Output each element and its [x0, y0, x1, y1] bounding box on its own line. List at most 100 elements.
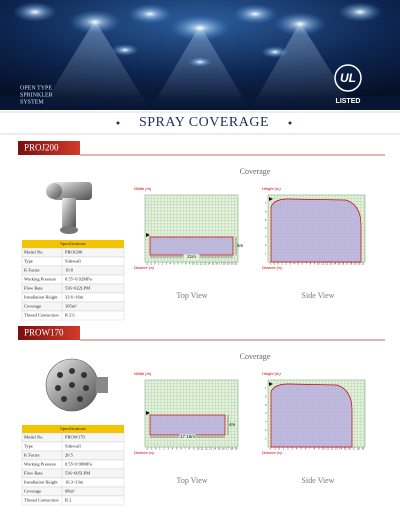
spec-label: Working Pressure	[24, 277, 56, 282]
spray-profile	[270, 198, 362, 263]
x-tick-label: 1	[281, 262, 283, 266]
x-tick-label: -1	[150, 262, 153, 266]
x-tick-label: 12	[325, 262, 328, 266]
y-tick-label: 2	[265, 243, 267, 247]
spec-value: PROW170	[65, 435, 86, 440]
x-tick-label: 6	[305, 447, 307, 451]
spec-value: 16.3~13m	[65, 480, 84, 485]
y-tick-label: 7	[265, 386, 267, 390]
spec-label: Type	[24, 259, 33, 264]
x-tick-label: 20	[357, 262, 360, 266]
x-tick-label: 0	[278, 447, 280, 451]
x-tick-label: 9	[318, 447, 320, 451]
product-image	[46, 182, 92, 234]
x-tick-label: 2	[287, 447, 289, 451]
x-tick-label: 18	[223, 262, 226, 266]
spec-label: Model No.	[24, 435, 44, 440]
x-tick-label: 16	[222, 447, 225, 451]
nozzle-body	[52, 182, 92, 200]
spec-label: Coverage	[24, 489, 41, 494]
spec-value: PROJ200	[65, 250, 83, 255]
y-tick-label: 2	[265, 428, 267, 432]
x-tick-label: 4	[172, 447, 174, 451]
x-tick-label: 0	[155, 447, 157, 451]
spray-area	[149, 236, 234, 256]
x-tick-label: 0	[277, 262, 279, 266]
spec-value: 536~622LPM	[65, 286, 90, 291]
section-title: PROW170	[24, 328, 64, 338]
y-tick-label: 4	[265, 411, 267, 415]
spec-value: 20.5	[65, 453, 74, 458]
nozzle-marker	[146, 233, 150, 237]
y-tick-label: 5	[265, 403, 267, 407]
x-tick-label: 1	[283, 447, 285, 451]
nozzle-stem	[62, 198, 76, 228]
ul-listed: LISTED	[336, 98, 361, 105]
nozzle-head	[46, 183, 62, 199]
x-tick-label: 7	[309, 447, 311, 451]
nozzle-orifice	[81, 372, 87, 378]
sections: PROJ200 Specifications Model No. PROJ200 Typ…	[18, 141, 385, 506]
x-tick-label: 17	[353, 447, 356, 451]
x-tick-label: 6	[180, 447, 182, 451]
view-caption: Side View	[302, 291, 335, 300]
spec-value: R 2½	[65, 313, 75, 318]
coverage-title: Coverage	[240, 167, 271, 176]
x-tick-label: 12	[200, 262, 203, 266]
ul-badge: UL	[340, 71, 356, 85]
section-tab	[18, 141, 80, 155]
x-tick-label: 3	[166, 262, 168, 266]
spec-value: 68m²	[65, 489, 75, 494]
spec-value: Sidewall	[65, 444, 81, 449]
x-tick-label: -1	[273, 262, 276, 266]
x-tick-label: -1	[150, 447, 153, 451]
spec-label: Installation Height	[24, 295, 58, 300]
spec-label: Working Pressure	[24, 462, 56, 467]
x-tick-label: 12	[205, 447, 208, 451]
axis-title: Distance (m)	[262, 451, 282, 455]
dimension-width: 5m	[237, 243, 244, 248]
x-tick-label: 8	[314, 447, 316, 451]
x-tick-label: 19	[227, 262, 230, 266]
x-tick-label: 9	[189, 262, 191, 266]
y-tick-label: 3	[265, 235, 267, 239]
nozzle-orifice	[77, 396, 83, 402]
x-tick-label: 20	[231, 262, 234, 266]
x-tick-label: 3	[168, 447, 170, 451]
spec-header	[22, 425, 124, 433]
title-dot	[288, 121, 292, 125]
spec-value: 19.8	[65, 268, 74, 273]
axis-title: Width (m)	[134, 186, 152, 191]
x-tick-label: 13	[204, 262, 207, 266]
section-tab	[18, 326, 80, 340]
title-dot	[116, 121, 120, 125]
x-tick-label: 2	[163, 447, 165, 451]
spec-value: Sidewall	[65, 259, 81, 264]
view-caption: Top View	[176, 476, 207, 485]
x-tick-label: 15	[211, 262, 214, 266]
nozzle-orifice	[55, 385, 61, 391]
spec-value: 105m²	[65, 304, 77, 309]
spec-title: Specifications	[60, 241, 86, 246]
dimension-width: 4m	[229, 422, 236, 427]
x-tick-label: 16	[215, 262, 218, 266]
x-tick-label: 7	[181, 262, 183, 266]
spec-label: Coverage	[24, 304, 41, 309]
y-tick-label: 4	[265, 226, 267, 230]
axis-title: Distance (m)	[262, 266, 282, 270]
x-tick-label: 0	[154, 262, 156, 266]
x-tick-label: 9	[193, 447, 195, 451]
spec-label: Thread Connection	[24, 313, 59, 318]
x-tick-label: 18	[230, 447, 233, 451]
x-tick-label: 11	[196, 262, 199, 266]
x-tick-label: 5	[300, 447, 302, 451]
x-tick-label: 2	[162, 262, 164, 266]
x-tick-label: 2	[285, 262, 287, 266]
page-title: SPRAY COVERAGE	[139, 115, 269, 130]
x-tick-label: 6	[177, 262, 179, 266]
x-tick-label: 4	[296, 447, 298, 451]
x-tick-label: 10	[322, 447, 325, 451]
x-tick-label: -2	[146, 447, 149, 451]
x-tick-label: -2	[146, 262, 149, 266]
